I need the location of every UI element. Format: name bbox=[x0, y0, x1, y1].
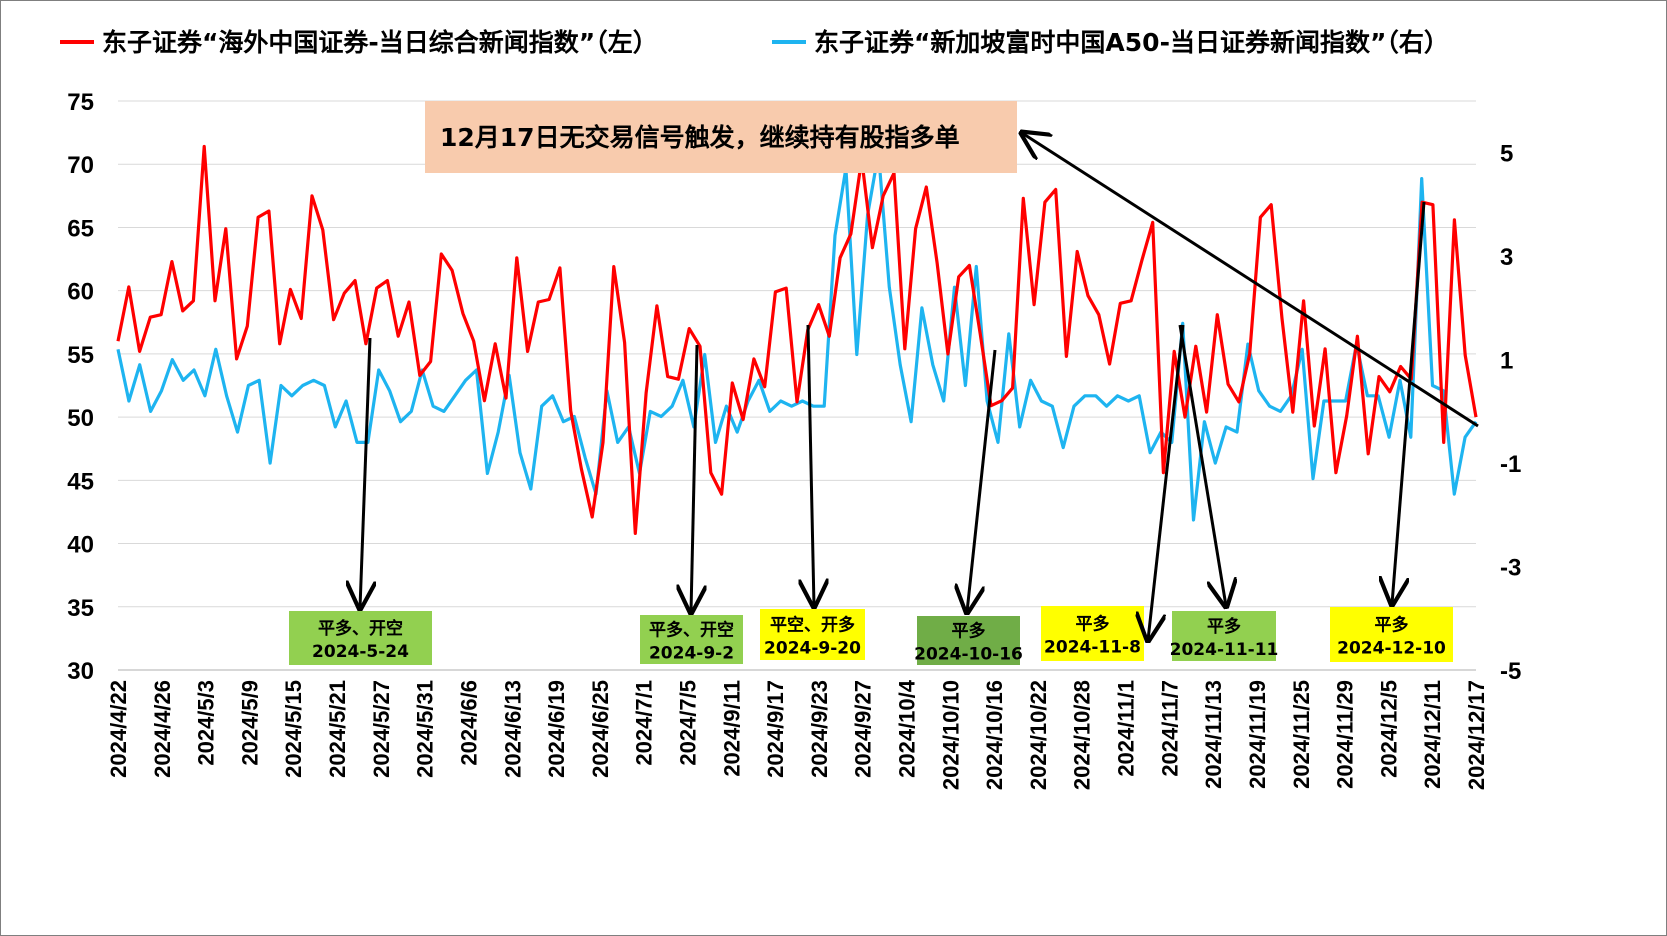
signal-date: 2024-9-20 bbox=[764, 639, 861, 659]
left-y-axis: 30 35 40 45 50 55 60 65 70 75 bbox=[67, 89, 94, 685]
y-right-tick-label: -1 bbox=[1500, 451, 1521, 478]
signal-action: 平多、开空 bbox=[318, 618, 403, 639]
callout-box bbox=[425, 101, 1017, 173]
y-left-tick-label: 35 bbox=[67, 595, 94, 622]
y-left-tick-label: 65 bbox=[67, 215, 94, 242]
x-tick-label: 2024/12/11 bbox=[1420, 680, 1445, 789]
x-tick-label: 2024/11/29 bbox=[1333, 680, 1358, 789]
y-right-tick-label: 5 bbox=[1500, 141, 1513, 168]
signal-box bbox=[1330, 607, 1453, 662]
y-right-tick-label: -3 bbox=[1500, 555, 1521, 582]
y-left-tick-label: 55 bbox=[67, 342, 94, 369]
x-tick-label: 2024/9/11 bbox=[719, 680, 744, 777]
callout-text: 12月17日无交易信号触发，继续持有股指多单 bbox=[440, 123, 960, 152]
signal-arrow bbox=[808, 324, 814, 606]
signal-arrow bbox=[967, 349, 997, 612]
x-tick-label: 2024/9/23 bbox=[807, 680, 832, 778]
y-right-tick-label: -5 bbox=[1500, 658, 1521, 685]
series-lines bbox=[116, 144, 1478, 536]
signal-date: 2024-10-16 bbox=[914, 645, 1023, 665]
y-left-tick-label: 40 bbox=[67, 532, 94, 559]
signal-action: 平多 bbox=[1076, 614, 1110, 635]
signal-box bbox=[1041, 606, 1144, 661]
x-tick-label: 2024/12/5 bbox=[1376, 680, 1401, 778]
signal-action: 平多 bbox=[1375, 615, 1409, 636]
x-tick-label: 2024/4/22 bbox=[106, 680, 131, 778]
signal-date: 2024-9-2 bbox=[649, 644, 734, 664]
y-left-tick-label: 60 bbox=[67, 279, 94, 306]
x-tick-label: 2024/11/7 bbox=[1157, 680, 1182, 777]
x-tick-label: 2024/11/25 bbox=[1289, 680, 1314, 789]
x-tick-label: 2024/5/31 bbox=[413, 680, 438, 778]
x-tick-label: 2024/10/16 bbox=[982, 680, 1007, 790]
x-tick-label: 2024/4/26 bbox=[150, 680, 175, 778]
y-left-tick-label: 75 bbox=[67, 89, 94, 116]
signal-arrow bbox=[1148, 324, 1185, 640]
x-axis: 2024/4/22 2024/4/26 2024/5/3 2024/5/9 2024/5… bbox=[106, 669, 1489, 790]
signal-date: 2024-5-24 bbox=[312, 642, 409, 662]
y-left-tick-label: 50 bbox=[67, 405, 94, 432]
signal-box bbox=[640, 615, 743, 664]
signal-action: 平空、开多 bbox=[770, 615, 855, 636]
x-tick-label: 2024/10/4 bbox=[895, 679, 920, 778]
series-line-overseas-news-index bbox=[116, 144, 1478, 536]
signal-box bbox=[1172, 611, 1276, 661]
x-tick-label: 2024/5/3 bbox=[194, 680, 219, 766]
x-tick-label: 2024/7/5 bbox=[675, 680, 700, 766]
x-tick-label: 2024/10/28 bbox=[1070, 680, 1095, 790]
signal-action: 平多 bbox=[952, 621, 986, 642]
x-tick-label: 2024/7/1 bbox=[632, 680, 657, 766]
y-left-tick-label: 30 bbox=[67, 658, 94, 685]
x-tick-label: 2024/10/22 bbox=[1026, 680, 1051, 790]
y-left-tick-label: 70 bbox=[67, 152, 94, 179]
signal-arrow bbox=[1392, 201, 1426, 604]
signal-arrow bbox=[1178, 324, 1226, 606]
signal-action: 平多 bbox=[1207, 616, 1241, 637]
x-tick-label: 2024/5/15 bbox=[281, 680, 306, 778]
x-tick-label: 2024/12/17 bbox=[1464, 680, 1489, 790]
x-tick-label: 2024/9/27 bbox=[851, 680, 876, 778]
x-tick-label: 2024/10/10 bbox=[938, 680, 963, 790]
legend: 东子证券“海外中国证券-当日综合新闻指数”（左） 东子证券“新加坡富时中国A50-… bbox=[60, 28, 1449, 57]
x-tick-label: 2024/6/13 bbox=[500, 680, 525, 778]
signal-box bbox=[760, 609, 865, 660]
x-tick-label: 2024/6/6 bbox=[456, 680, 481, 766]
signal-date: 2024-11-8 bbox=[1044, 638, 1141, 658]
x-tick-label: 2024/11/1 bbox=[1114, 680, 1139, 777]
x-tick-label: 2024/11/19 bbox=[1245, 680, 1270, 789]
signal-arrow bbox=[691, 344, 697, 612]
x-tick-label: 2024/9/17 bbox=[763, 680, 788, 778]
signal-date: 2024-11-11 bbox=[1170, 640, 1279, 660]
signal-box bbox=[289, 611, 432, 665]
y-left-tick-label: 45 bbox=[67, 468, 94, 495]
callout-arrow bbox=[1022, 133, 1479, 428]
legend-label: 东子证券“新加坡富时中国A50-当日证券新闻指数”（右） bbox=[814, 28, 1449, 57]
signal-date: 2024-12-10 bbox=[1337, 639, 1446, 659]
y-right-tick-label: 3 bbox=[1500, 244, 1513, 271]
x-tick-label: 2024/11/13 bbox=[1201, 680, 1226, 789]
x-tick-label: 2024/5/9 bbox=[237, 680, 262, 766]
signal-arrow bbox=[360, 337, 370, 608]
signal-box bbox=[917, 616, 1020, 665]
x-tick-label: 2024/6/25 bbox=[588, 680, 613, 778]
right-y-axis: -5 -3 -1 1 3 5 bbox=[1500, 141, 1521, 685]
x-tick-label: 2024/5/27 bbox=[369, 680, 394, 778]
x-tick-label: 2024/6/19 bbox=[544, 680, 569, 778]
signal-action: 平多、开空 bbox=[649, 620, 734, 641]
legend-label: 东子证券“海外中国证券-当日综合新闻指数”（左） bbox=[102, 28, 658, 57]
x-tick-label: 2024/5/21 bbox=[325, 680, 350, 778]
y-right-tick-label: 1 bbox=[1500, 348, 1513, 375]
